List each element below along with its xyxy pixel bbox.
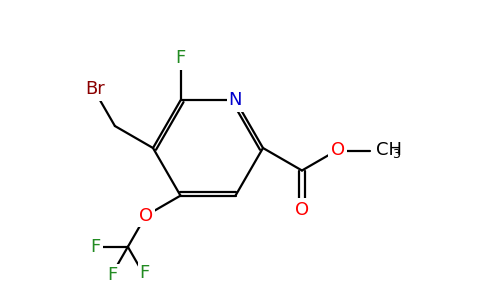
Text: O: O [139,207,153,225]
Text: CH: CH [376,140,402,158]
Text: O: O [331,140,345,158]
Text: F: F [175,50,186,68]
Text: O: O [295,200,309,218]
Text: F: F [91,238,101,256]
Text: F: F [140,264,150,282]
Text: Br: Br [85,80,105,98]
Text: F: F [108,266,118,284]
Text: 3: 3 [392,148,400,161]
Text: N: N [229,92,242,110]
